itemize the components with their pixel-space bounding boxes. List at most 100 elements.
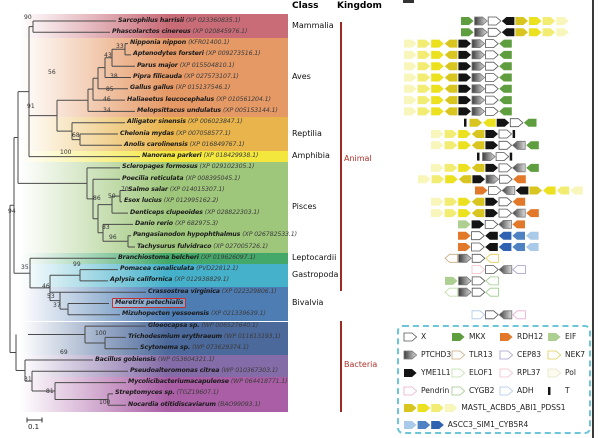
species-name: Haliaeetus leucocephalus — [127, 95, 215, 103]
bootstrap-value: 91 — [27, 103, 35, 110]
gene-arrow-X — [471, 253, 486, 263]
bootstrap-value: 94 — [8, 208, 16, 215]
gene-arrow-X — [509, 118, 524, 128]
gene-arrow-SIM1 — [512, 231, 525, 240]
accession-number: (XP 021339639.1) — [211, 310, 266, 318]
gene-arrow-ABI1 — [444, 130, 458, 138]
species-name: Danio rerio — [135, 219, 173, 227]
gene-arrow-SIM1 — [417, 421, 431, 429]
gene-arrow-PDSS1 — [404, 39, 417, 48]
gene-arrow-X — [499, 174, 513, 184]
gene-arrow-PDSS1 — [404, 84, 417, 93]
bootstrap-value: 31 — [24, 376, 32, 383]
gene-arrow-ADH — [499, 386, 514, 396]
gene-arrow-PTCHD3 — [498, 220, 512, 229]
species-label: Branchiostoma belcheri (XP 019626097.1) — [118, 253, 256, 261]
species-label: Phascolarctos cinereus (XP 020845976.1) — [112, 28, 247, 35]
gene-arrow-YME1L1 — [485, 163, 498, 172]
gene-arrow-YME1L1 — [458, 107, 471, 116]
bootstrap-value: 86 — [93, 195, 101, 202]
gene-arrow-X — [485, 84, 499, 94]
gene-arrow-PTCHD3 — [474, 16, 488, 26]
legend-label-MASTL_ACBD5_ABI1_PDSS1: MASTL_ACBD5_ABI1_PDSS1 — [461, 402, 566, 412]
gene-arrow-MASTL — [444, 96, 458, 105]
accession-number: (WP 006527640.1) — [201, 321, 259, 329]
gene-synteny-arrows — [404, 16, 583, 320]
gene-arrow-ACBD5 — [543, 186, 556, 195]
gene-arrow-ACBD5 — [458, 130, 471, 138]
gene-arrow-RDH12 — [458, 243, 471, 251]
gene-arrow-PDSS1 — [556, 28, 569, 37]
gene-arrow-X — [487, 27, 502, 37]
gene-arrow-ACBD5 — [529, 28, 542, 37]
gene-arrow-YME1L1 — [404, 369, 417, 377]
accession-number: (XP 023360835.1) — [185, 16, 241, 24]
legend-label-RPL37: RPL37 — [517, 367, 541, 377]
species-name: Gallus gallus — [130, 84, 174, 92]
gene-arrow-ABI1 — [417, 50, 431, 59]
gene-arrow-CEP83 — [512, 265, 526, 274]
gene-arrow-X — [498, 129, 513, 139]
species-label: Aplysia californica (XP 012938829.1) — [110, 277, 229, 283]
accession-number: (XP 015504810.1) — [179, 61, 235, 69]
gene-arrow-YME1L1 — [485, 197, 498, 206]
species-label: Bacillus gobiensis (WP 053604321.1) — [95, 356, 215, 363]
gene-arrow-ABI1 — [444, 197, 458, 206]
accession-number: (XP 027573107.1) — [184, 73, 239, 80]
species-label: Gloeocapsa sp. (WP 006527640.1) — [148, 321, 259, 329]
species-label: Mizuhopecten yessoensis (XP 021339639.1) — [122, 311, 266, 317]
gene-arrow-X — [495, 152, 510, 161]
gene-arrow-ABI1 — [431, 404, 444, 412]
gene-arrow-RDH12 — [499, 333, 513, 341]
gene-arrow-CYB5R4 — [431, 421, 444, 429]
gene-arrow-MKX — [499, 107, 512, 116]
gene-arrow-PDSS1 — [431, 209, 444, 218]
legend-label-YME1L1: YME1L1 — [421, 367, 451, 377]
species-label: Trichodesmium erythraeum (WP 011613193.1) — [128, 333, 281, 340]
gene-arrow-MKX — [499, 73, 512, 82]
bootstrap-value: 53 — [47, 293, 55, 300]
gene-arrow-MKX — [499, 84, 512, 93]
accession-number: (XP 019626097.1) — [200, 253, 256, 261]
gene-arrow-MASTL — [444, 62, 458, 71]
gene-arrow-PDSS1 — [404, 73, 417, 82]
gene-arrow-ABI1 — [444, 163, 458, 172]
class-label: Pisces — [292, 202, 317, 211]
accession-number: (TGZ19607.1) — [176, 389, 219, 397]
gene-arrow-YME1L1 — [515, 186, 529, 195]
gene-arrow-ABI1 — [417, 84, 431, 93]
species-label: Scleropages formosus (XP 029102305.1) — [122, 164, 254, 170]
gene-arrow-PDSS1 — [418, 175, 431, 184]
species-name: Mycolicibacteriumacapulense — [128, 378, 229, 386]
gene-arrow-X — [485, 50, 499, 60]
species-name: Pomacea canaliculata — [120, 265, 195, 273]
gene-arrow-PTCHD3 — [471, 95, 486, 105]
species-name: Aptenodytes forsteri — [133, 50, 204, 58]
gene-arrow-ABI1 — [417, 96, 431, 105]
species-name: Branchiostoma belcheri — [118, 253, 199, 261]
gene-arrow-X — [485, 107, 499, 116]
gene-arrow-PDSS1 — [570, 186, 583, 195]
gene-arrow-ABI1 — [417, 62, 431, 71]
gene-arrow-ELOF1 — [451, 368, 466, 378]
gene-arrow-SIM1 — [512, 243, 525, 251]
gene-arrow-PTCHD3 — [471, 73, 486, 82]
legend-label-MKX: MKX — [469, 331, 486, 341]
gene-arrow-MASTL — [471, 141, 485, 150]
species-name: Pseudoalteromonas citrea — [130, 366, 220, 374]
class-label: Mammalia — [292, 21, 334, 30]
gene-arrow-ACBD5 — [431, 107, 444, 116]
gene-arrow-X — [488, 186, 502, 195]
accession-number: (XP 682975.3) — [174, 219, 219, 227]
gene-arrow-MKX — [526, 141, 539, 150]
species-name: Tachysurus fulvidraco — [137, 242, 212, 250]
species-label: Chelonia mydas (XP 007058577.1) — [120, 130, 231, 137]
gene-arrow-NEK7 — [485, 253, 499, 263]
species-label: Sarcophilus harrisii (XP 023360835.1) — [118, 16, 241, 24]
gene-legend-box — [397, 325, 591, 434]
kingdom-line — [340, 321, 342, 412]
kingdom-label: Animal — [344, 154, 372, 163]
legend-gene-icons — [403, 332, 562, 429]
species-name: Alligator sinensis — [127, 118, 186, 126]
